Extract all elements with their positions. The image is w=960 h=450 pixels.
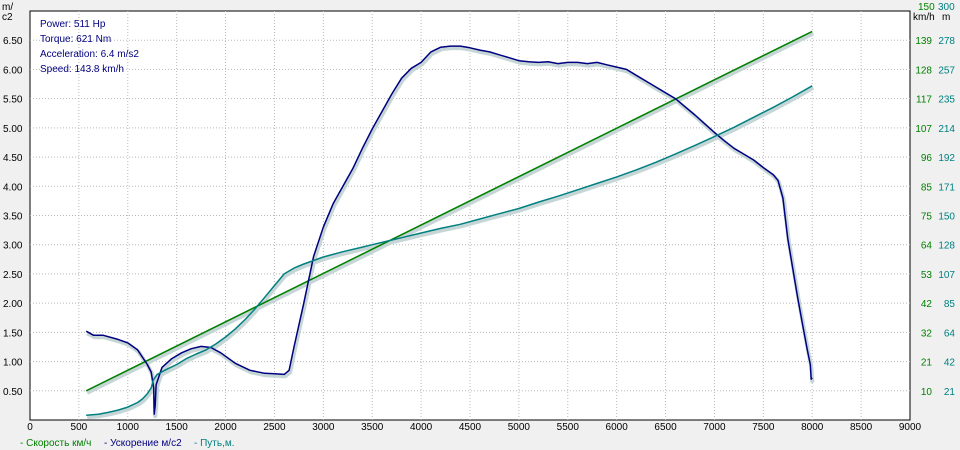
y-right-distance-tick: 214: [938, 124, 955, 135]
y-left-tick-label: 2.50: [3, 270, 23, 281]
legend: - Скорость км/ч - Ускорение м/с2 - Путь,…: [20, 438, 235, 449]
y-right-distance-tick: 171: [938, 182, 955, 193]
x-tick-label: 6500: [654, 422, 677, 433]
y-right-speed-tick: 85: [921, 182, 933, 193]
y-left-tick-label: 4.00: [3, 182, 23, 193]
y-right-distance-tick: 85: [944, 299, 956, 310]
y-right-speed-tick: 32: [921, 328, 933, 339]
x-tick-label: 1000: [117, 422, 140, 433]
y-left-tick-label: 1.50: [3, 328, 23, 339]
series-distance-line: [86, 85, 813, 417]
x-tick-label: 2500: [263, 422, 286, 433]
x-tick-label: 8500: [850, 422, 873, 433]
y-right-distance-tick: 278: [938, 36, 955, 47]
y-right-distance-tick: 192: [938, 153, 955, 164]
y-left-tick-label: 3.50: [3, 212, 23, 223]
y-right-speed-tick: 128: [915, 65, 932, 76]
x-tick-label: 5500: [557, 422, 580, 433]
x-tick-label: 0: [27, 422, 33, 433]
legend-distance: - Путь,м.: [194, 438, 235, 449]
x-tick-label: 4000: [410, 422, 433, 433]
y-right-distance-tick: 107: [938, 270, 955, 281]
y-left-tick-label: 6.00: [3, 65, 23, 76]
y-left-tick-label: 1.00: [3, 358, 23, 369]
legend-speed: - Скорость км/ч: [20, 438, 91, 449]
info-power: Power: 511 Hp: [40, 19, 106, 30]
series-speed-line: [85, 30, 813, 392]
y-left-unit-top: m/: [2, 2, 13, 13]
y-right-speed-tick: 64: [921, 241, 933, 252]
x-tick-label: 4500: [459, 422, 482, 433]
legend-acceleration: - Ускорение м/с2: [104, 438, 182, 449]
info-box: Power: 511 Hp Torque: 621 Nm Acceleratio…: [40, 19, 139, 75]
x-tick-label: 5000: [508, 422, 531, 433]
info-speed: Speed: 143.8 km/h: [40, 64, 124, 75]
y-left-tick-label: 3.00: [3, 241, 23, 252]
y-right-speed-tick: 117: [916, 95, 932, 106]
y-right-distance-tick: 128: [938, 241, 955, 252]
x-tick-label: 8000: [801, 422, 824, 433]
y-left-tick-label: 6.50: [3, 36, 23, 47]
x-tick-label: 2000: [214, 422, 237, 433]
x-tick-label: 7000: [703, 422, 726, 433]
y-left-axis-ticks: 0.50 1.00 1.50 2.00 2.50 3.00 3.50 4.00 4.50 5.00…: [3, 36, 23, 398]
x-tick-label: 9000: [899, 422, 922, 433]
series-acceleration-line: [85, 45, 813, 415]
y-left-tick-label: 5.50: [3, 95, 23, 106]
x-tick-label: 3000: [312, 422, 335, 433]
y-right-speed-tick: 42: [921, 299, 933, 310]
x-tick-label: 7500: [752, 422, 775, 433]
y-right-speed-tick: 107: [915, 124, 932, 135]
x-tick-label: 1500: [166, 422, 189, 433]
x-axis-ticks: 0 500 1000 1500 2000 2500 3000 3500 4000 4500 5000…: [27, 422, 921, 433]
y-left-tick-label: 5.00: [3, 124, 23, 135]
y-right-speed-tick: 21: [921, 358, 933, 369]
y-right-distance-top: 300: [938, 2, 955, 13]
y-left-unit-bottom: c2: [2, 12, 13, 23]
info-torque: Torque: 621 Nm: [40, 34, 111, 45]
y-right-axis-ticks: 139 278 128 257 117 235 107 214 96 192 85 171 75 150 6…: [915, 36, 955, 398]
series-shadow-0: [86, 31, 815, 395]
y-right-distance-tick: 42: [944, 358, 956, 369]
y-right-distance-unit: m: [942, 12, 950, 23]
series-shadow-2: [87, 86, 815, 420]
y-right-speed-unit: km/h: [913, 12, 935, 23]
y-right-distance-tick: 257: [938, 65, 955, 76]
series-shadow-1: [86, 46, 815, 419]
y-right-distance-tick: 64: [944, 328, 956, 339]
y-right-speed-top: 150: [918, 2, 935, 13]
y-right-distance-tick: 235: [938, 95, 955, 106]
y-left-tick-label: 4.50: [3, 153, 23, 164]
y-right-distance-tick: 21: [944, 387, 956, 398]
y-right-distance-tick: 150: [938, 212, 955, 223]
y-right-speed-tick: 75: [921, 212, 933, 223]
grid: [30, 11, 910, 420]
x-tick-label: 6000: [606, 422, 629, 433]
series-lines: [85, 30, 815, 420]
y-left-tick-label: 2.00: [3, 299, 23, 310]
y-right-speed-tick: 139: [915, 36, 932, 47]
y-right-speed-tick: 96: [921, 153, 933, 164]
x-tick-label: 500: [71, 422, 88, 433]
x-tick-label: 3500: [361, 422, 384, 433]
y-left-tick-label: 0.50: [3, 387, 23, 398]
y-right-speed-tick: 10: [921, 387, 933, 398]
y-right-speed-tick: 53: [921, 270, 933, 281]
info-acceleration: Acceleration: 6.4 m/s2: [40, 49, 139, 60]
